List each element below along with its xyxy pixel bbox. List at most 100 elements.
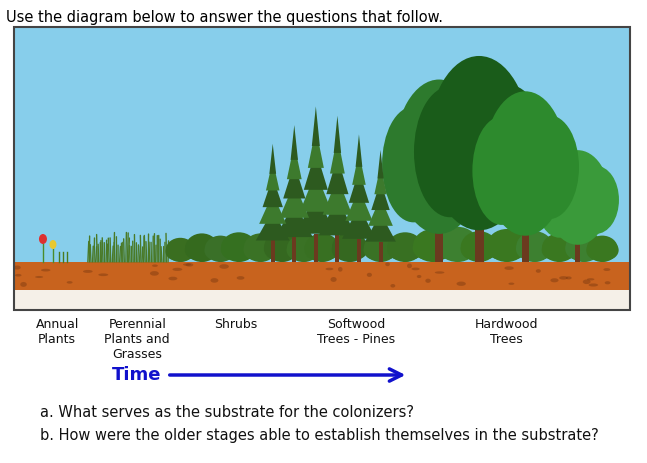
- Ellipse shape: [83, 270, 93, 273]
- Ellipse shape: [583, 280, 591, 284]
- Ellipse shape: [436, 234, 466, 260]
- Ellipse shape: [168, 277, 177, 281]
- Polygon shape: [352, 152, 366, 185]
- Ellipse shape: [519, 115, 579, 219]
- Polygon shape: [365, 213, 396, 242]
- Text: a. What serves as the substrate for the colonizers?: a. What serves as the substrate for the …: [40, 405, 414, 420]
- Ellipse shape: [251, 244, 272, 262]
- Ellipse shape: [471, 237, 498, 260]
- Ellipse shape: [446, 69, 512, 182]
- Ellipse shape: [573, 243, 596, 262]
- Ellipse shape: [231, 238, 258, 260]
- Polygon shape: [330, 136, 345, 174]
- Ellipse shape: [487, 229, 527, 262]
- Ellipse shape: [551, 186, 587, 238]
- Text: b. How were the older stages able to establish themselves in the substrate?: b. How were the older stages able to est…: [40, 428, 598, 443]
- Ellipse shape: [194, 238, 219, 260]
- Ellipse shape: [332, 232, 367, 262]
- Ellipse shape: [448, 233, 479, 259]
- Ellipse shape: [604, 268, 610, 271]
- Ellipse shape: [587, 236, 618, 262]
- Bar: [270, 240, 275, 262]
- Polygon shape: [371, 181, 389, 210]
- Bar: [14, 262, 630, 290]
- Ellipse shape: [237, 276, 245, 280]
- Ellipse shape: [565, 276, 572, 280]
- Ellipse shape: [325, 268, 333, 270]
- Bar: [335, 235, 340, 262]
- Polygon shape: [375, 166, 387, 194]
- Ellipse shape: [410, 91, 468, 192]
- Polygon shape: [349, 170, 369, 203]
- Ellipse shape: [342, 238, 368, 260]
- Ellipse shape: [185, 233, 219, 262]
- Text: Time: Time: [111, 366, 161, 384]
- Ellipse shape: [264, 238, 289, 260]
- Ellipse shape: [98, 274, 108, 276]
- Polygon shape: [377, 150, 384, 178]
- Ellipse shape: [305, 233, 339, 262]
- Ellipse shape: [305, 239, 329, 260]
- Ellipse shape: [185, 239, 209, 260]
- Ellipse shape: [407, 263, 412, 268]
- Ellipse shape: [437, 121, 494, 217]
- Ellipse shape: [287, 240, 311, 260]
- Ellipse shape: [15, 274, 21, 276]
- Bar: [292, 237, 296, 262]
- Text: Perennial
Plants and
Grasses: Perennial Plants and Grasses: [104, 318, 170, 361]
- Ellipse shape: [340, 243, 362, 262]
- Bar: [14, 27, 630, 310]
- Ellipse shape: [573, 166, 619, 234]
- Ellipse shape: [551, 238, 577, 260]
- Polygon shape: [269, 144, 276, 174]
- Ellipse shape: [67, 281, 72, 284]
- Ellipse shape: [432, 105, 497, 216]
- Bar: [435, 206, 443, 262]
- Ellipse shape: [382, 106, 445, 222]
- Ellipse shape: [173, 268, 182, 271]
- Ellipse shape: [576, 237, 603, 260]
- Ellipse shape: [425, 279, 431, 283]
- Ellipse shape: [461, 238, 487, 260]
- Bar: [378, 242, 382, 262]
- Ellipse shape: [221, 232, 256, 262]
- Ellipse shape: [183, 263, 191, 266]
- Ellipse shape: [204, 236, 236, 262]
- Ellipse shape: [565, 238, 591, 260]
- Ellipse shape: [150, 271, 159, 275]
- Ellipse shape: [524, 243, 547, 262]
- Ellipse shape: [172, 247, 190, 262]
- Ellipse shape: [435, 271, 444, 274]
- Ellipse shape: [487, 236, 515, 260]
- Ellipse shape: [274, 237, 300, 260]
- Ellipse shape: [219, 264, 229, 269]
- Ellipse shape: [496, 241, 520, 262]
- Ellipse shape: [152, 264, 158, 267]
- Ellipse shape: [551, 278, 558, 282]
- Ellipse shape: [253, 238, 278, 260]
- Ellipse shape: [537, 167, 582, 238]
- Bar: [14, 290, 630, 310]
- Ellipse shape: [294, 244, 314, 262]
- Ellipse shape: [371, 244, 391, 262]
- Ellipse shape: [536, 269, 541, 273]
- Ellipse shape: [472, 85, 545, 210]
- Ellipse shape: [605, 281, 611, 284]
- Text: Shrubs: Shrubs: [214, 318, 258, 331]
- Ellipse shape: [491, 145, 537, 225]
- Ellipse shape: [424, 235, 454, 260]
- Polygon shape: [356, 134, 362, 167]
- Ellipse shape: [417, 275, 421, 278]
- Ellipse shape: [373, 238, 398, 260]
- Polygon shape: [326, 157, 349, 194]
- Ellipse shape: [214, 240, 237, 260]
- Ellipse shape: [39, 234, 47, 244]
- Ellipse shape: [313, 244, 333, 262]
- Ellipse shape: [586, 241, 609, 260]
- Ellipse shape: [545, 150, 609, 245]
- Ellipse shape: [192, 244, 213, 262]
- Bar: [314, 234, 318, 262]
- Ellipse shape: [422, 241, 446, 262]
- Polygon shape: [256, 210, 290, 240]
- Ellipse shape: [272, 243, 294, 262]
